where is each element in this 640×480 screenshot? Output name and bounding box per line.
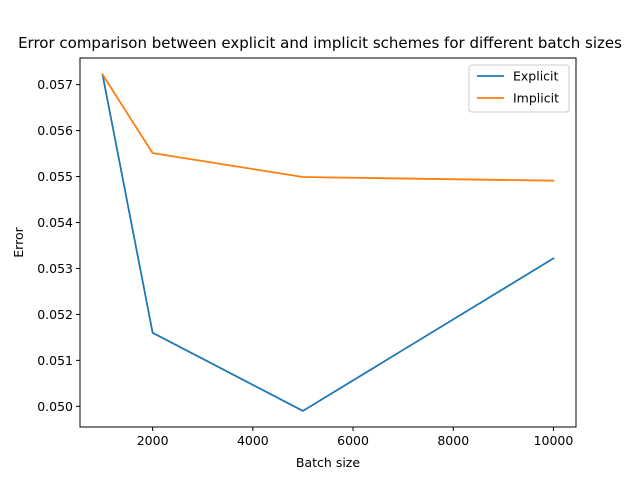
y-tick-label: 0.054	[37, 215, 73, 230]
x-tick-label: 4000	[237, 433, 269, 448]
x-axis: 2000 4000 6000 8000 10000	[137, 427, 574, 448]
y-tick-label: 0.050	[37, 399, 73, 414]
legend: Explicit Implicit	[468, 64, 570, 113]
x-tick-label: 10000	[534, 433, 574, 448]
x-tick-label: 2000	[137, 433, 169, 448]
y-tick-label: 0.055	[37, 169, 73, 184]
plot-area	[79, 57, 577, 428]
series-line-explicit	[101, 73, 555, 412]
y-tick-label: 0.052	[37, 307, 73, 322]
x-tick-label: 6000	[337, 433, 369, 448]
legend-label-explicit: Explicit	[513, 69, 559, 84]
x-axis-label: Batch size	[296, 455, 360, 470]
y-tick-label: 0.053	[37, 261, 73, 276]
x-tick-label: 8000	[437, 433, 469, 448]
y-axis-label: Error	[11, 226, 26, 257]
y-tick-label: 0.057	[37, 77, 73, 92]
legend-label-implicit: Implicit	[513, 91, 559, 106]
series-layer	[101, 73, 555, 412]
y-tick-label: 0.051	[37, 353, 73, 368]
y-axis: 0.050 0.051 0.052 0.053 0.054 0.055 0.056 0.057	[37, 77, 80, 414]
y-tick-label: 0.056	[37, 123, 73, 138]
chart-title: Error comparison between explicit and im…	[18, 34, 622, 52]
series-line-implicit	[101, 73, 555, 182]
